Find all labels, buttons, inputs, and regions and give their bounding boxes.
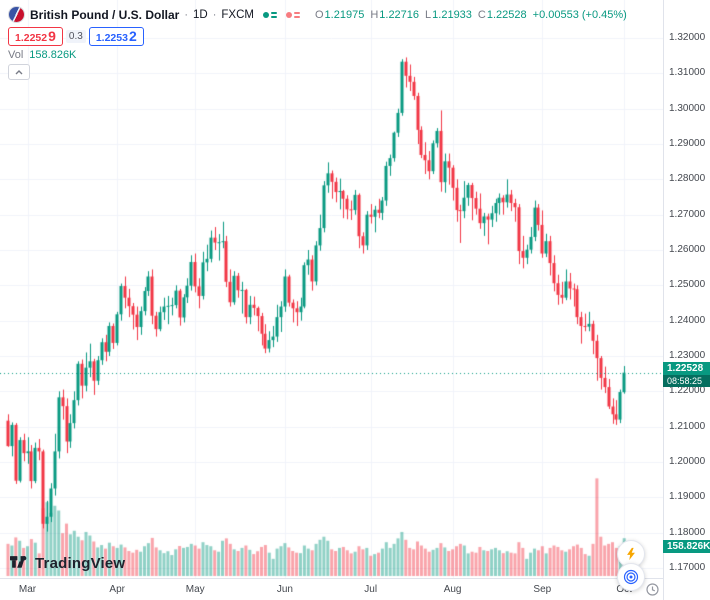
quick-trade-button[interactable]	[617, 540, 645, 568]
trade-panel: 1.2252 9 0.3 1.2253 2	[8, 27, 144, 46]
price-tick-label: 1.29000	[669, 138, 706, 149]
price-axis[interactable]: 1.32000 1.31000 1.30000 1.29000 1.28000 1.270…	[663, 0, 710, 600]
price-tick-label: 1.25000	[669, 279, 706, 291]
volume-value: 158.826K	[29, 49, 77, 61]
lightning-bolt-icon	[627, 547, 635, 561]
tradingview-mark-icon	[10, 556, 27, 568]
change-value: +0.00553 (+0.45%)	[532, 8, 627, 21]
timeframe-label[interactable]: 1D	[193, 8, 208, 21]
timezone-clock-icon[interactable]	[646, 583, 659, 600]
buy-button[interactable]: 1.2253 2	[88, 27, 144, 46]
volume-label[interactable]: Vol	[8, 49, 24, 61]
last-price-label[interactable]: 1.22528 08:58:25	[663, 362, 710, 387]
time-tick-label: May	[185, 584, 205, 595]
price-tick-label: 1.20000	[669, 456, 706, 467]
concentric-rings-icon	[623, 569, 639, 585]
time-tick-label: Jun	[276, 584, 293, 595]
high-label: H	[370, 8, 379, 21]
open-label: O	[314, 8, 324, 21]
open-value: 1.21975	[324, 8, 365, 21]
exchange-label[interactable]: FXCM	[221, 8, 254, 21]
collapse-legend-button[interactable]	[8, 64, 30, 80]
bar-countdown: 08:58:25	[663, 375, 710, 387]
price-tick-label: 1.26000	[669, 244, 706, 255]
close-label: C	[477, 8, 486, 21]
sell-price: 1.2252	[15, 32, 48, 44]
price-tick-label: 1.22000	[669, 385, 706, 397]
legend-marker-teal-icon[interactable]	[262, 10, 277, 20]
time-tick-label: Aug	[443, 584, 462, 595]
price-tick-label: 1.19000	[669, 491, 706, 503]
tradingview-wordmark: TradingView	[35, 555, 126, 572]
low-value: 1.21933	[432, 8, 472, 21]
buy-price-pip: 2	[128, 28, 137, 44]
legend-separator: ·	[184, 8, 189, 21]
symbol-title[interactable]: British Pound / U.S. Dollar	[30, 7, 180, 22]
price-tick-label: 1.24000	[669, 314, 706, 326]
volume-axis-label[interactable]: 158.826K	[663, 540, 710, 553]
time-tick-label: Sep	[533, 584, 552, 595]
ohlc-readout: O 1.21975 H 1.22716 L 1.21933 C 1.22528 +0.0…	[315, 9, 627, 21]
price-tick-label: 1.28000	[669, 173, 706, 185]
time-tick-label: Jul	[364, 584, 378, 595]
legend-marker-red-icon[interactable]	[285, 10, 300, 20]
sell-price-pip: 9	[48, 28, 56, 44]
tradingview-logo[interactable]: TradingView	[10, 554, 125, 573]
broker-rings-button[interactable]	[617, 563, 645, 591]
buy-price: 1.2253	[95, 32, 128, 44]
volume-legend: Vol 158.826K	[8, 49, 76, 61]
time-tick-label: Apr	[109, 584, 125, 595]
price-tick-label: 1.27000	[669, 208, 706, 220]
price-tick-label: 1.18000	[669, 526, 706, 538]
price-tick-label: 1.23000	[669, 350, 706, 361]
close-value: 1.22528	[486, 8, 527, 21]
spread-value: 0.3	[65, 30, 86, 43]
last-price-value: 1.22528	[663, 362, 710, 375]
symbol-legend: British Pound / U.S. Dollar · 1D · FXCM …	[8, 6, 627, 23]
high-value: 1.22716	[379, 8, 420, 21]
price-tick-label: 1.21000	[669, 420, 706, 432]
price-tick-label: 1.32000	[669, 32, 706, 43]
symbol-flag-icon	[8, 6, 25, 23]
legend-separator: ·	[212, 8, 217, 21]
sell-button[interactable]: 1.2252 9	[8, 27, 63, 46]
price-tick-label: 1.30000	[669, 102, 706, 114]
chevron-up-icon	[15, 69, 23, 74]
price-tick-label: 1.31000	[669, 67, 706, 79]
time-axis[interactable]: MarAprMayJunJulAugSepOct	[0, 578, 663, 600]
low-label: L	[425, 8, 432, 21]
price-tick-label: 1.17000	[669, 562, 706, 573]
time-tick-label: Mar	[18, 584, 37, 595]
